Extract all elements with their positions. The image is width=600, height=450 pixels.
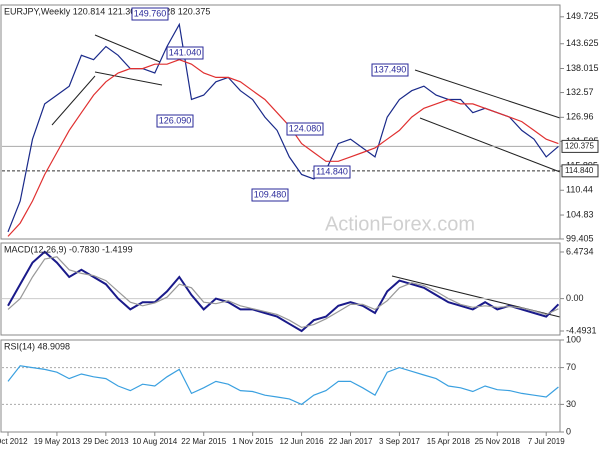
- x-tick-label: 25 Nov 2018: [475, 437, 521, 446]
- y-tick-label: 0.00: [566, 293, 584, 303]
- trendline: [94, 71, 163, 86]
- annotation: 114.840: [316, 166, 348, 176]
- panel-title: MACD(12,26,9) -0.7830 -1.4199: [4, 244, 133, 254]
- panel-title: RSI(14) 48.9098: [4, 341, 70, 351]
- panel-frame: [0, 4, 561, 240]
- watermark: ActionForex.com: [325, 213, 475, 235]
- y-tick-label: -4.4931: [566, 325, 597, 335]
- x-tick-label: 29 Dec 2013: [83, 437, 129, 446]
- x-tick-label: 7 Oct 2012: [0, 437, 28, 446]
- series-line: [7, 256, 559, 329]
- x-tick-label: 22 Mar 2015: [181, 437, 226, 446]
- series-line: [7, 22, 559, 233]
- y-tick-label: 30: [566, 399, 576, 409]
- series-line: [7, 250, 560, 333]
- y-tick-label: 0: [566, 426, 571, 436]
- annotation: 109.480: [254, 189, 287, 199]
- y-tick-label: 70: [566, 362, 576, 372]
- trendline: [94, 34, 161, 63]
- y-tick-label: 138.015: [566, 63, 599, 73]
- y-tick-label: 143.625: [566, 38, 599, 48]
- annotation-box: [156, 114, 194, 128]
- panel-frame: [0, 242, 561, 336]
- annotation-box: [166, 46, 204, 60]
- y-tick-label: 149.725: [566, 11, 599, 21]
- y-tick-label: 110.44: [566, 185, 593, 195]
- panel-title: EURJPY,Weekly 120.814 121.301 120.128 12…: [4, 6, 210, 16]
- price-tag-label: 120.375: [565, 142, 594, 151]
- annotation-box: [131, 7, 169, 21]
- annotation: 137.490: [374, 64, 407, 74]
- y-tick-label: 126.96: [566, 112, 594, 122]
- x-tick-label: 1 Nov 2015: [232, 437, 273, 446]
- annotation-box: [313, 165, 351, 179]
- annotation-box: [251, 188, 289, 202]
- annotation: 141.040: [169, 47, 202, 57]
- price-tag: [561, 164, 599, 178]
- x-tick-label: 22 Jan 2017: [328, 437, 373, 446]
- y-tick-label: 100: [566, 334, 581, 344]
- price-tag: [561, 139, 599, 153]
- panel-frame: [0, 339, 561, 433]
- annotation: 126.090: [159, 115, 192, 125]
- y-tick-label: 6.4734: [566, 246, 594, 256]
- annotation-box: [371, 63, 409, 77]
- y-tick-label: 104.83: [566, 209, 594, 219]
- x-tick-label: 12 Jun 2016: [280, 437, 325, 446]
- annotation: 149.760: [134, 8, 167, 18]
- x-tick-label: 10 Aug 2014: [132, 437, 177, 446]
- trendline: [414, 69, 561, 119]
- series-line: [7, 59, 559, 237]
- x-tick-label: 19 May 2013: [34, 437, 81, 446]
- y-tick-label: 132.57: [566, 87, 594, 97]
- trendline: [419, 117, 561, 173]
- annotation-box: [286, 122, 324, 136]
- y-tick-label: 99.405: [566, 233, 594, 243]
- series-line: [7, 365, 559, 406]
- x-tick-label: 3 Sep 2017: [379, 437, 420, 446]
- x-tick-label: 7 Jul 2019: [528, 437, 565, 446]
- x-tick-label: 15 Apr 2018: [427, 437, 471, 446]
- price-tag-label: 114.840: [565, 166, 594, 175]
- annotation: 124.080: [289, 123, 322, 133]
- trendline: [51, 75, 96, 126]
